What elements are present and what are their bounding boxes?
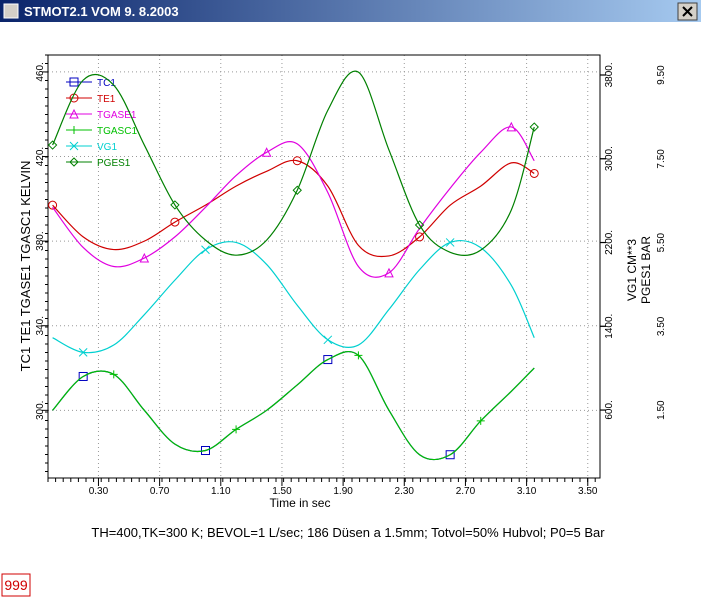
x-tick-label: 0.30: [89, 486, 109, 497]
x-tick-label: 1.90: [333, 486, 353, 497]
marker: [78, 348, 88, 357]
series-line: [52, 70, 535, 257]
window-title: STMOT2.1 VOM 9. 8.2003: [24, 4, 179, 19]
marker: [170, 217, 180, 227]
x-tick-label: 2.70: [456, 486, 476, 497]
series-line: [52, 126, 535, 278]
x-tick-label: 3.50: [578, 486, 598, 497]
marker: [445, 450, 455, 460]
close-button[interactable]: [677, 2, 698, 21]
marker: [292, 185, 302, 195]
y3-tick-label: 3.50: [656, 316, 667, 336]
y3-tick-label: 7.50: [656, 149, 667, 169]
badge: 999: [4, 577, 28, 593]
legend-label: TC1: [97, 78, 116, 89]
marker: [78, 371, 88, 381]
marker: [476, 416, 485, 425]
marker: [414, 220, 425, 230]
y3-axis-title: PGES1 BAR: [639, 236, 653, 304]
legend-label: VG1: [97, 142, 117, 153]
x-tick-label: 3.10: [517, 486, 537, 497]
marker: [415, 232, 425, 242]
marker: [354, 351, 363, 360]
legend-marker: [69, 141, 79, 151]
y2-tick-label: 3800.: [604, 62, 615, 87]
legend-marker: [69, 77, 79, 87]
marker: [170, 200, 180, 210]
marker: [48, 200, 58, 210]
marker: [201, 245, 210, 255]
y3-tick-label: 1.50: [656, 400, 667, 420]
marker: [200, 446, 210, 456]
y2-tick-label: 1400.: [604, 314, 615, 339]
marker: [292, 156, 302, 166]
x-tick-label: 1.50: [272, 486, 292, 497]
marker: [529, 122, 539, 132]
legend-marker: [69, 157, 79, 167]
legend-marker: [69, 108, 79, 119]
y-tick-label: 300.: [35, 401, 46, 420]
y3-tick-label: 9.50: [656, 65, 667, 85]
marker: [445, 238, 455, 247]
window-icon: [3, 3, 19, 19]
y-tick-label: 460.: [35, 62, 46, 81]
y2-tick-label: 600.: [604, 400, 615, 419]
caption: TH=400,TK=300 K; BEVOL=1 L/sec; 186 Düse…: [91, 525, 605, 540]
x-tick-label: 1.10: [211, 486, 231, 497]
marker: [384, 267, 394, 278]
y-axis-title: TC1 TE1 TGASE1 TGASC1 KELVIN: [18, 161, 33, 372]
series-line: [52, 351, 535, 461]
y3-tick-label: 5.50: [656, 232, 667, 252]
series-line: [52, 159, 535, 258]
marker: [529, 168, 539, 178]
x-axis-title: Time in sec: [270, 496, 331, 510]
plot-frame: [47, 54, 601, 479]
y-tick-label: 420.: [35, 147, 46, 166]
x-tick-label: 0.70: [150, 486, 170, 497]
y2-axis-title: VG1 CM**3: [625, 239, 639, 301]
marker: [109, 370, 118, 379]
legend-label: PGES1: [97, 158, 131, 169]
marker: [323, 335, 333, 345]
x-tick-label: 2.30: [395, 486, 415, 497]
legend-label: TGASC1: [97, 126, 137, 137]
marker: [47, 140, 58, 150]
y2-tick-label: 3000.: [604, 146, 615, 171]
legend-label: TE1: [97, 94, 116, 105]
marker: [506, 121, 517, 132]
legend-marker: [70, 126, 78, 134]
y2-tick-label: 2200.: [604, 230, 615, 255]
marker: [232, 425, 241, 434]
marker: [323, 355, 333, 365]
series-line: [52, 239, 535, 354]
marker: [139, 252, 150, 263]
y-tick-label: 340.: [35, 316, 46, 335]
title-bar: [0, 0, 701, 22]
legend-label: TGASE1: [97, 110, 137, 121]
marker: [261, 147, 272, 157]
y-tick-label: 380.: [35, 231, 46, 250]
badge-box: [1, 573, 31, 597]
